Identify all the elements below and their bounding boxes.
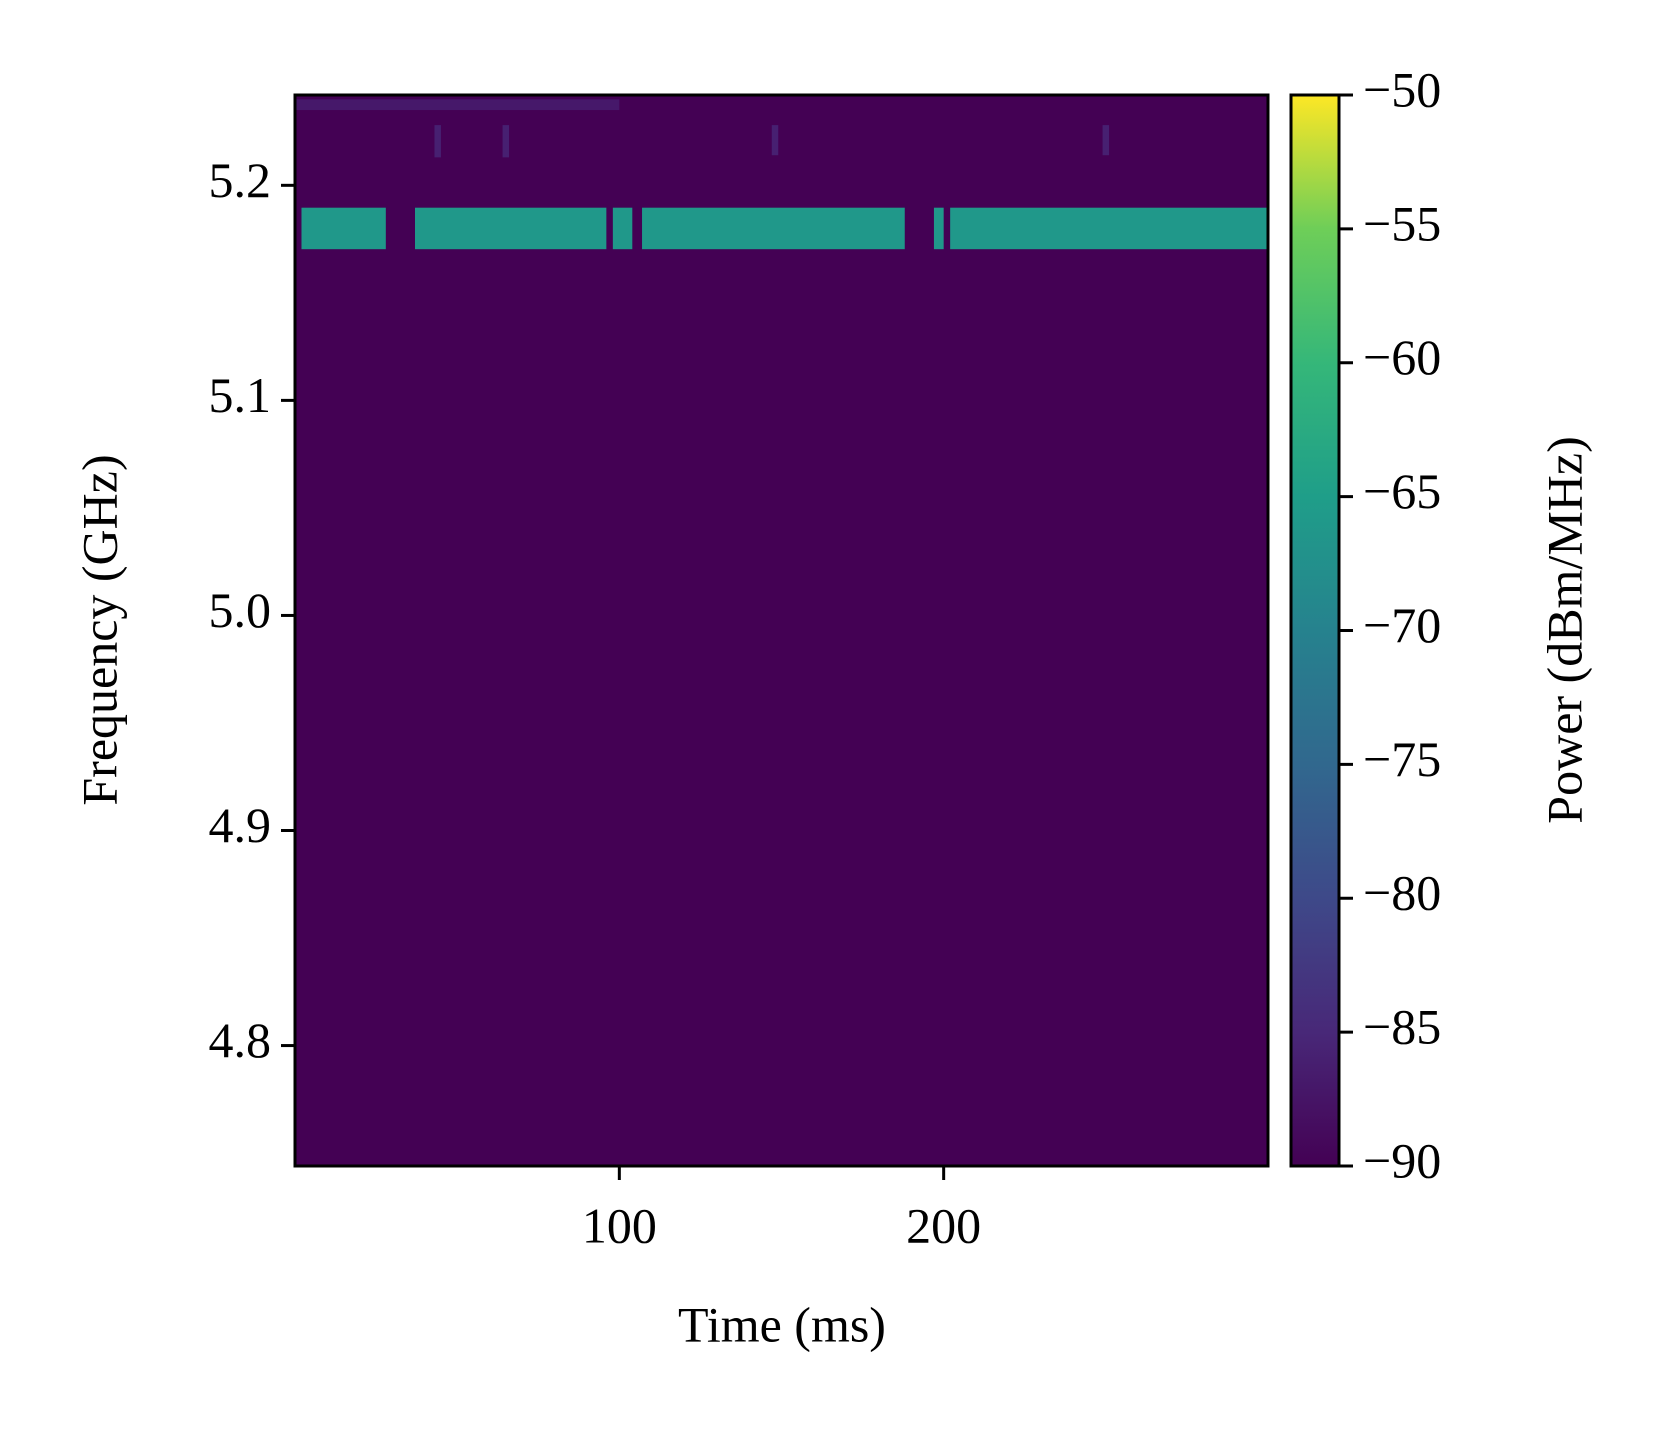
x-axis-label: Time (ms) xyxy=(678,1296,886,1352)
cell xyxy=(612,207,633,250)
x-tick-label: 200 xyxy=(906,1197,981,1253)
colorbar-tick-label: −65 xyxy=(1363,463,1441,519)
y-tick-label: 5.1 xyxy=(209,367,272,423)
cell xyxy=(1102,125,1110,156)
colorbar-tick-label: −80 xyxy=(1363,865,1441,921)
colorbar-tick-label: −50 xyxy=(1363,61,1441,117)
y-tick-label: 4.8 xyxy=(209,1012,272,1068)
colorbar-tick-label: −60 xyxy=(1363,329,1441,385)
cell xyxy=(933,207,944,250)
cell xyxy=(301,207,386,250)
plot-frame xyxy=(293,93,1270,1168)
cell xyxy=(415,207,607,250)
colorbar-tick-label: −90 xyxy=(1363,1132,1441,1188)
colorbar-label: Power (dBm/MHz) xyxy=(1536,436,1592,823)
cell xyxy=(295,99,620,111)
colorbar xyxy=(1289,93,1341,1168)
colorbar-tick-label: −70 xyxy=(1363,597,1441,653)
background xyxy=(295,95,1268,1166)
x-tick-label: 100 xyxy=(582,1197,657,1253)
cell xyxy=(771,125,779,156)
colorbar-tick-label: −75 xyxy=(1363,731,1441,787)
y-tick-label: 5.0 xyxy=(209,582,272,638)
y-axis-label: Frequency (GHz) xyxy=(71,454,127,805)
y-tick-label: 5.2 xyxy=(209,152,272,208)
colorbar-tick-label: −55 xyxy=(1363,195,1441,251)
y-tick-label: 4.9 xyxy=(209,797,272,853)
cell xyxy=(642,207,905,250)
colorbar-tick-label: −85 xyxy=(1363,999,1441,1055)
cell xyxy=(502,125,510,158)
cell xyxy=(434,125,441,158)
cell xyxy=(950,207,1268,250)
